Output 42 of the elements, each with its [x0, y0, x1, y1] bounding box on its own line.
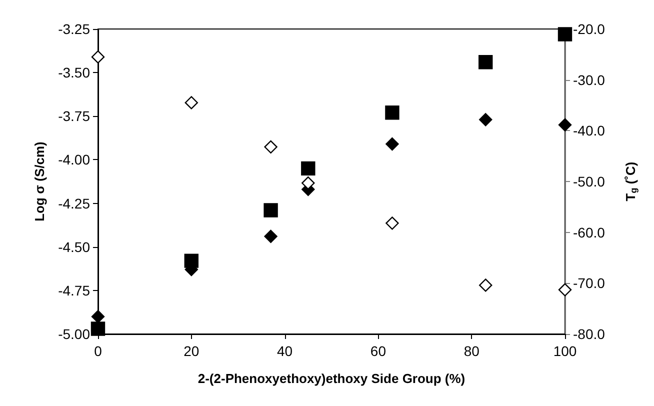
point	[386, 137, 399, 151]
y-tick-label: -4.75	[58, 282, 90, 298]
y2-tick-label: -20.0	[573, 21, 606, 37]
y2-tick-label: -40.0	[573, 122, 606, 139]
x-tick-label: 100	[553, 343, 577, 359]
y-axis-title: Log σ (S/cm)	[32, 142, 47, 222]
x-tick-label: 0	[94, 343, 102, 359]
y2-tick-label: -70.0	[573, 275, 606, 292]
point	[479, 113, 492, 126]
point	[558, 27, 572, 42]
x-tick-label: 20	[184, 343, 200, 359]
point	[264, 230, 278, 243]
point	[386, 216, 399, 230]
x-tick-label: 60	[370, 343, 386, 359]
point	[91, 50, 105, 64]
point	[479, 278, 492, 292]
point	[478, 55, 493, 70]
point	[264, 140, 278, 154]
x-tick-label: 40	[277, 343, 293, 359]
y2-tick-label: -80.0	[573, 326, 606, 342]
y-tick-label: -4.50	[58, 238, 90, 255]
y-tick-label: -3.25	[58, 21, 90, 37]
point	[558, 283, 572, 296]
x-tick-label: 80	[464, 343, 480, 359]
y2-axis-title: Tg (˚C)	[623, 162, 638, 202]
point	[302, 176, 315, 190]
y-tick-label: -4.00	[58, 152, 90, 168]
point	[264, 203, 278, 218]
x-axis-title: 2-(2-Phenoxyethoxy)ethoxy Side Group (%)	[198, 371, 466, 386]
y2-tick-label: -60.0	[573, 224, 606, 240]
point	[184, 96, 198, 110]
point	[301, 161, 316, 176]
y-tick-label: -4.25	[58, 195, 90, 212]
point	[558, 118, 572, 132]
y-tick-label: -3.50	[58, 64, 90, 81]
y2-tick-label: -30.0	[573, 72, 606, 88]
y-tick-label: -3.75	[58, 108, 90, 124]
y2-tick-label: -50.0	[573, 174, 606, 190]
point	[385, 106, 400, 120]
point	[90, 322, 106, 336]
point	[91, 310, 105, 324]
y-tick-label: -5.00	[58, 326, 90, 342]
